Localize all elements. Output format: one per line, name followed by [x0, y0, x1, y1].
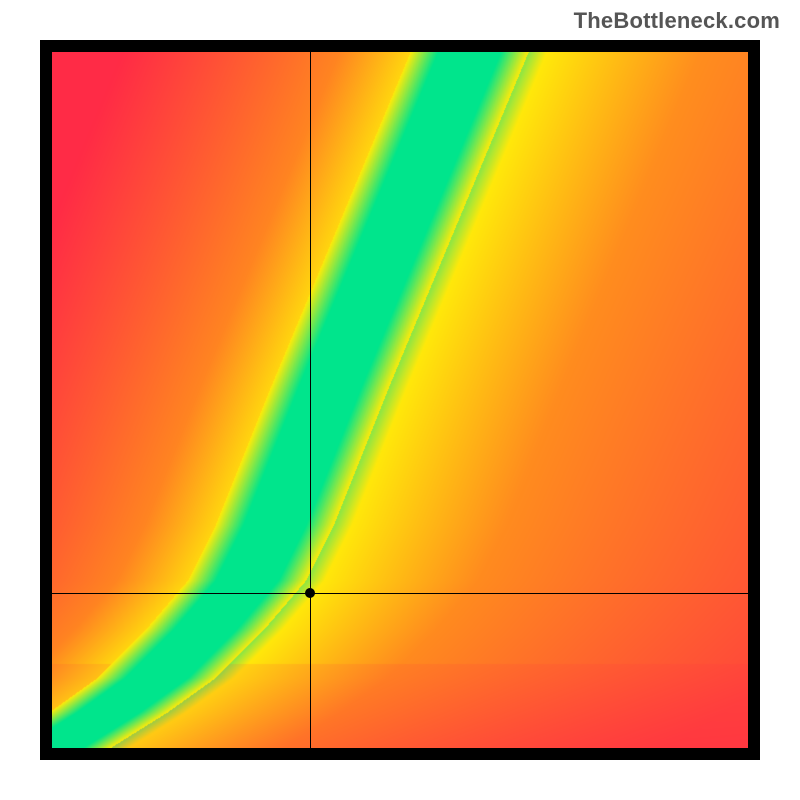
watermark-text: TheBottleneck.com	[574, 8, 780, 34]
crosshair-horizontal	[52, 593, 748, 594]
marker-dot	[305, 588, 315, 598]
crosshair-vertical	[310, 52, 311, 748]
chart-container: TheBottleneck.com	[0, 0, 800, 800]
heatmap-canvas	[52, 52, 748, 748]
plot-frame	[40, 40, 760, 760]
